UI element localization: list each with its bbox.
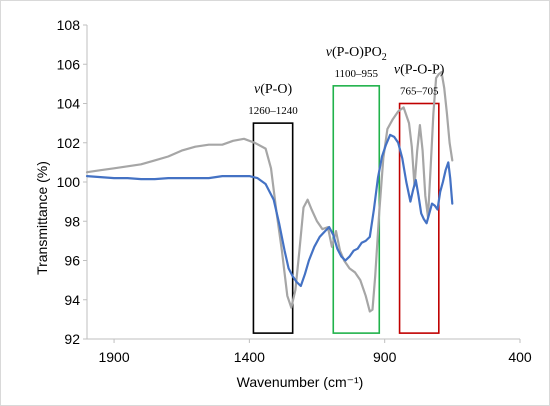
y-tick-label: 96 (64, 253, 80, 269)
x-tick-label: 1400 (234, 349, 265, 365)
y-tick-label: 104 (57, 96, 81, 112)
x-tick-label: 1900 (98, 349, 129, 365)
y-tick-label: 102 (57, 135, 81, 151)
annotation-range: 765–705 (400, 86, 439, 98)
annotation-box (252, 122, 294, 334)
y-tick-label: 108 (57, 17, 81, 33)
annotation-labels: ν(P-O) 1260–1240 ν(P-O)PO2 1100–955 ν(P-O-P)… (248, 45, 444, 117)
x-tick-label: 400 (508, 349, 532, 365)
annotation-label: ν(P-O) (254, 82, 292, 97)
y-tick-label: 92 (64, 331, 80, 347)
series-line (85, 133, 454, 288)
y-tick-label: 106 (57, 56, 81, 72)
axes: 92 94 96 98 100 102 104 106 108 1900 1400 900 400 (57, 17, 532, 365)
y-tick-label: 94 (64, 292, 80, 308)
series-lines (85, 71, 454, 313)
annotation-label: ν(P-O-P) (394, 63, 445, 78)
annotation-range: 1260–1240 (248, 105, 298, 117)
y-axis-title: Transmittance (%) (34, 161, 50, 275)
annotation-box (398, 102, 440, 334)
y-tick-label: 100 (57, 174, 81, 190)
x-axis-title: Wavenumber (cm⁻¹) (237, 374, 364, 390)
annotation-range: 1100–955 (334, 68, 378, 80)
y-tick-label: 98 (64, 213, 80, 229)
annotation-label: ν(P-O)PO2 (326, 45, 387, 63)
x-tick-label: 900 (373, 349, 397, 365)
